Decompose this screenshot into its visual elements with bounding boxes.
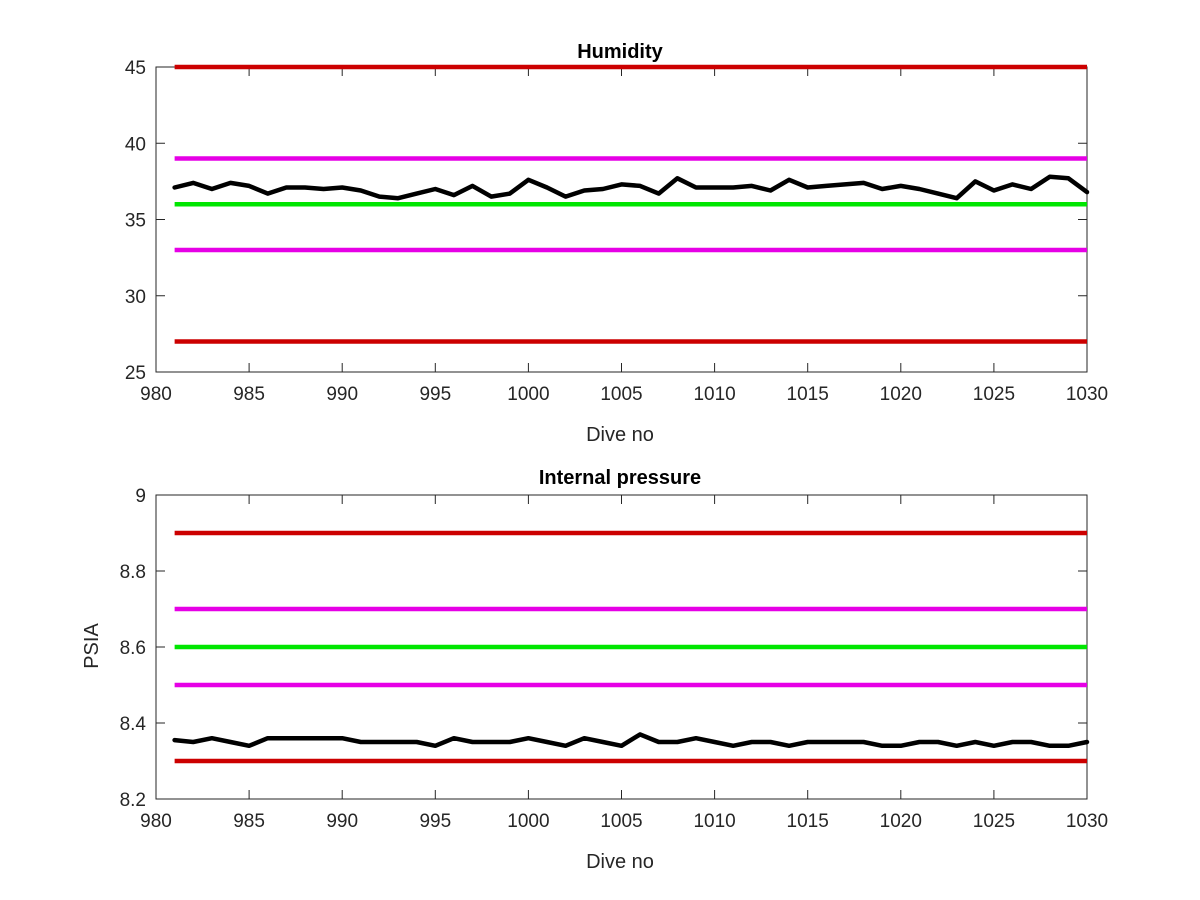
x-tick-label: 980 [140,384,172,405]
x-tick-label: 1025 [973,384,1015,405]
x-tick-label: 985 [233,384,265,405]
x-axis-label: Dive no [586,424,654,446]
chart-title: Internal pressure [539,467,701,489]
y-tick-label: 40 [125,134,146,155]
y-tick-label: 8.2 [120,790,146,811]
x-tick-label: 1000 [507,811,549,832]
x-tick-label: 1005 [600,811,642,832]
y-tick-label: 25 [125,363,146,384]
x-tick-label: 1030 [1066,384,1108,405]
x-tick-label: 1000 [507,384,549,405]
x-tick-label: 985 [233,811,265,832]
x-tick-label: 1010 [693,811,735,832]
plot-frame [155,66,1088,373]
y-tick-label: 35 [125,211,146,232]
chart-title: Humidity [577,41,663,63]
humidity-plot: Humidity Dive no 980 985 990 995 1000 1005 101… [125,41,1108,446]
y-tick-label: 8.8 [120,562,146,583]
y-axis-label: PSIA [81,623,103,669]
x-axis-label: Dive no [586,851,654,873]
y-tick-label: 9 [135,486,146,507]
x-tick-label: 1020 [880,384,922,405]
internal-pressure-plot: Internal pressure Dive no PSIA 980 985 990… [81,467,1108,873]
x-tick-label: 1015 [787,811,829,832]
x-tick-label: 1025 [973,811,1015,832]
x-tick-label: 990 [326,384,358,405]
y-tick-label: 8.4 [120,714,147,735]
y-tick-label: 45 [125,58,146,79]
x-tick-label: 1010 [693,384,735,405]
x-tick-label: 1015 [787,384,829,405]
x-tick-label: 1020 [880,811,922,832]
x-tick-label: 1030 [1066,811,1108,832]
x-tick-label: 1005 [600,384,642,405]
x-tick-label: 990 [326,811,358,832]
x-tick-label: 995 [419,384,451,405]
series-line [172,174,1090,201]
x-tick-label: 995 [419,811,451,832]
series-line [172,732,1090,749]
y-tick-label: 30 [125,287,146,308]
x-tick-label: 980 [140,811,172,832]
y-tick-label: 8.6 [120,638,146,659]
